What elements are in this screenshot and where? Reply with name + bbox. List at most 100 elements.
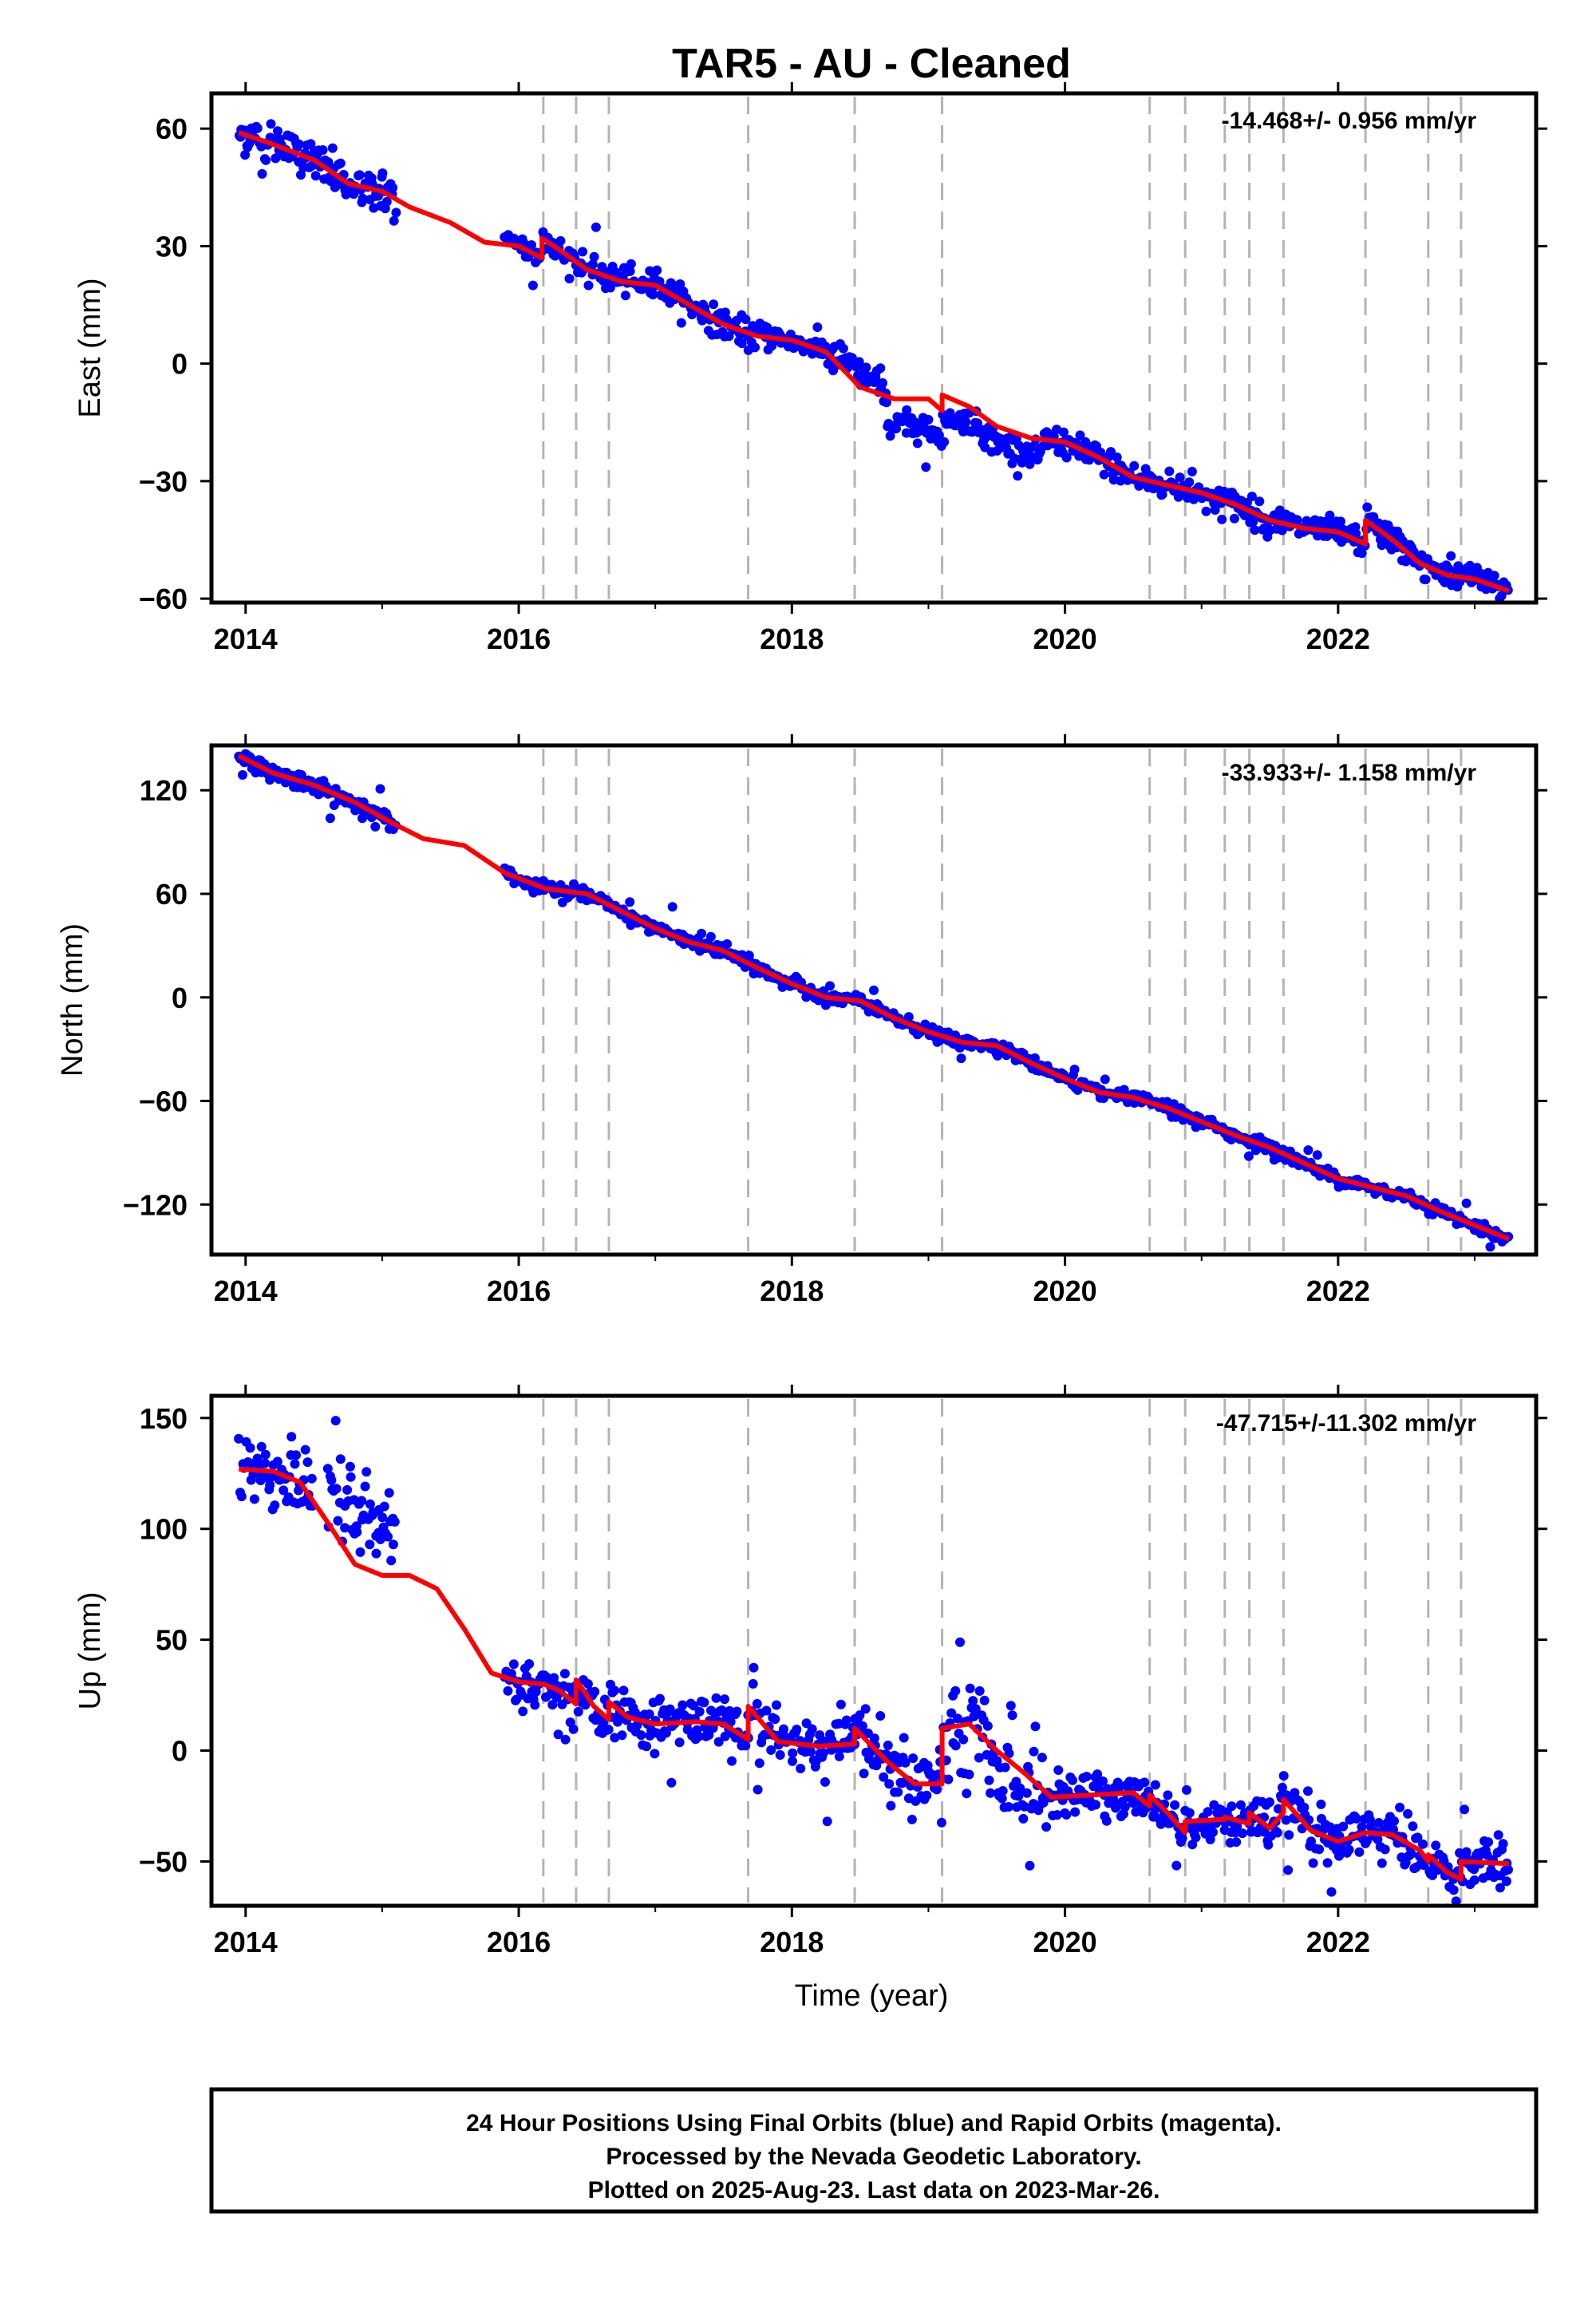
up-point [1338, 1821, 1349, 1832]
east-point [626, 259, 636, 269]
up-point [1283, 1865, 1294, 1875]
up-point [518, 1706, 528, 1717]
up-point [955, 1637, 965, 1647]
up-point [908, 1753, 918, 1764]
east-point [812, 322, 823, 332]
up-point [857, 1721, 867, 1731]
up-point [984, 1775, 994, 1785]
east-point [1106, 447, 1116, 457]
east-point [902, 405, 912, 415]
east-point [923, 414, 934, 425]
footer-line-1: 24 Hour Positions Using Final Orbits (bl… [466, 2110, 1282, 2136]
east-point [310, 171, 321, 181]
up-point [636, 1730, 646, 1741]
east-point [1325, 510, 1335, 520]
up-point [340, 1523, 350, 1533]
up-point [326, 1475, 337, 1485]
up-model-line [239, 1466, 1509, 1882]
east-point [388, 183, 398, 193]
up-point [618, 1686, 629, 1696]
east-point [327, 143, 338, 153]
east-point [306, 160, 317, 171]
up-point [508, 1659, 519, 1670]
east-point [1246, 492, 1257, 501]
up-point [1171, 1860, 1182, 1871]
up-point [1103, 1784, 1112, 1794]
up-point [650, 1749, 660, 1759]
north-point [993, 1050, 1003, 1061]
footer-line-2: Processed by the Nevada Geodetic Laborat… [606, 2144, 1141, 2170]
east-rate-label: -14.468+/- 0.956 mm/yr [1222, 108, 1477, 134]
up-point [583, 1679, 593, 1689]
up-point [792, 1725, 802, 1734]
up-point [807, 1724, 817, 1734]
up-point [1344, 1844, 1354, 1855]
east-point [1188, 494, 1199, 504]
east-point [1116, 476, 1126, 486]
up-point [1030, 1721, 1041, 1732]
up-x-tick-label: 2016 [487, 1926, 551, 1958]
up-point [1041, 1822, 1052, 1832]
east-point [273, 126, 282, 136]
up-point [1205, 1834, 1215, 1844]
east-point [1351, 528, 1361, 539]
up-point [720, 1731, 730, 1741]
up-point [753, 1784, 763, 1795]
north-point [1100, 1074, 1110, 1085]
east-x-tick-label: 2018 [760, 622, 824, 655]
footer-frame [209, 2087, 1539, 2214]
up-point [1408, 1821, 1418, 1832]
up-point [879, 1772, 889, 1782]
up-point [346, 1472, 356, 1482]
up-point [642, 1741, 652, 1752]
north-point [1312, 1150, 1322, 1160]
north-event-lines [542, 749, 1463, 1251]
up-y-axis-label: Up (mm) [73, 1592, 107, 1710]
north-y-axis-label: North (mm) [56, 923, 89, 1077]
east-point [1129, 460, 1140, 471]
up-point [1091, 1800, 1101, 1810]
up-point [1306, 1836, 1316, 1847]
up-point [822, 1816, 832, 1827]
up-point [1177, 1833, 1187, 1844]
up-x-tick-label: 2018 [760, 1926, 824, 1958]
east-point [335, 158, 346, 168]
up-point [950, 1741, 961, 1751]
up-point [559, 1669, 570, 1679]
up-point [1389, 1824, 1398, 1835]
up-point [841, 1715, 851, 1725]
up-point [761, 1705, 772, 1716]
north-point [1243, 1151, 1254, 1161]
up-point [1501, 1876, 1511, 1887]
east-point [306, 139, 316, 149]
up-point [1314, 1844, 1325, 1855]
up-point [1081, 1772, 1092, 1781]
east-model-line [238, 130, 1510, 594]
north-plot-frame [209, 743, 1539, 1257]
east-point [709, 299, 719, 310]
east-point [318, 145, 328, 155]
up-point [932, 1784, 942, 1795]
up-point [1098, 1776, 1108, 1786]
north-x-tick-label: 2018 [760, 1275, 824, 1307]
up-point [360, 1481, 370, 1492]
up-point [970, 1704, 981, 1714]
north-y-tick-label: −120 [123, 1188, 188, 1221]
up-point [899, 1733, 909, 1743]
east-point [1058, 427, 1069, 437]
east-plot-frame [209, 91, 1539, 605]
up-point [384, 1488, 394, 1498]
up-point [775, 1750, 785, 1760]
north-x-tick-label: 2020 [1033, 1275, 1097, 1307]
east-point [527, 240, 536, 250]
east-point [1017, 457, 1027, 468]
up-plot-frame [209, 1393, 1539, 1908]
up-point [1316, 1799, 1326, 1809]
east-point [1157, 489, 1167, 500]
up-point [922, 1790, 932, 1800]
up-point [748, 1678, 758, 1689]
up-point [678, 1700, 688, 1710]
up-point [365, 1499, 375, 1509]
up-point [560, 1734, 571, 1745]
east-point [1099, 469, 1109, 480]
